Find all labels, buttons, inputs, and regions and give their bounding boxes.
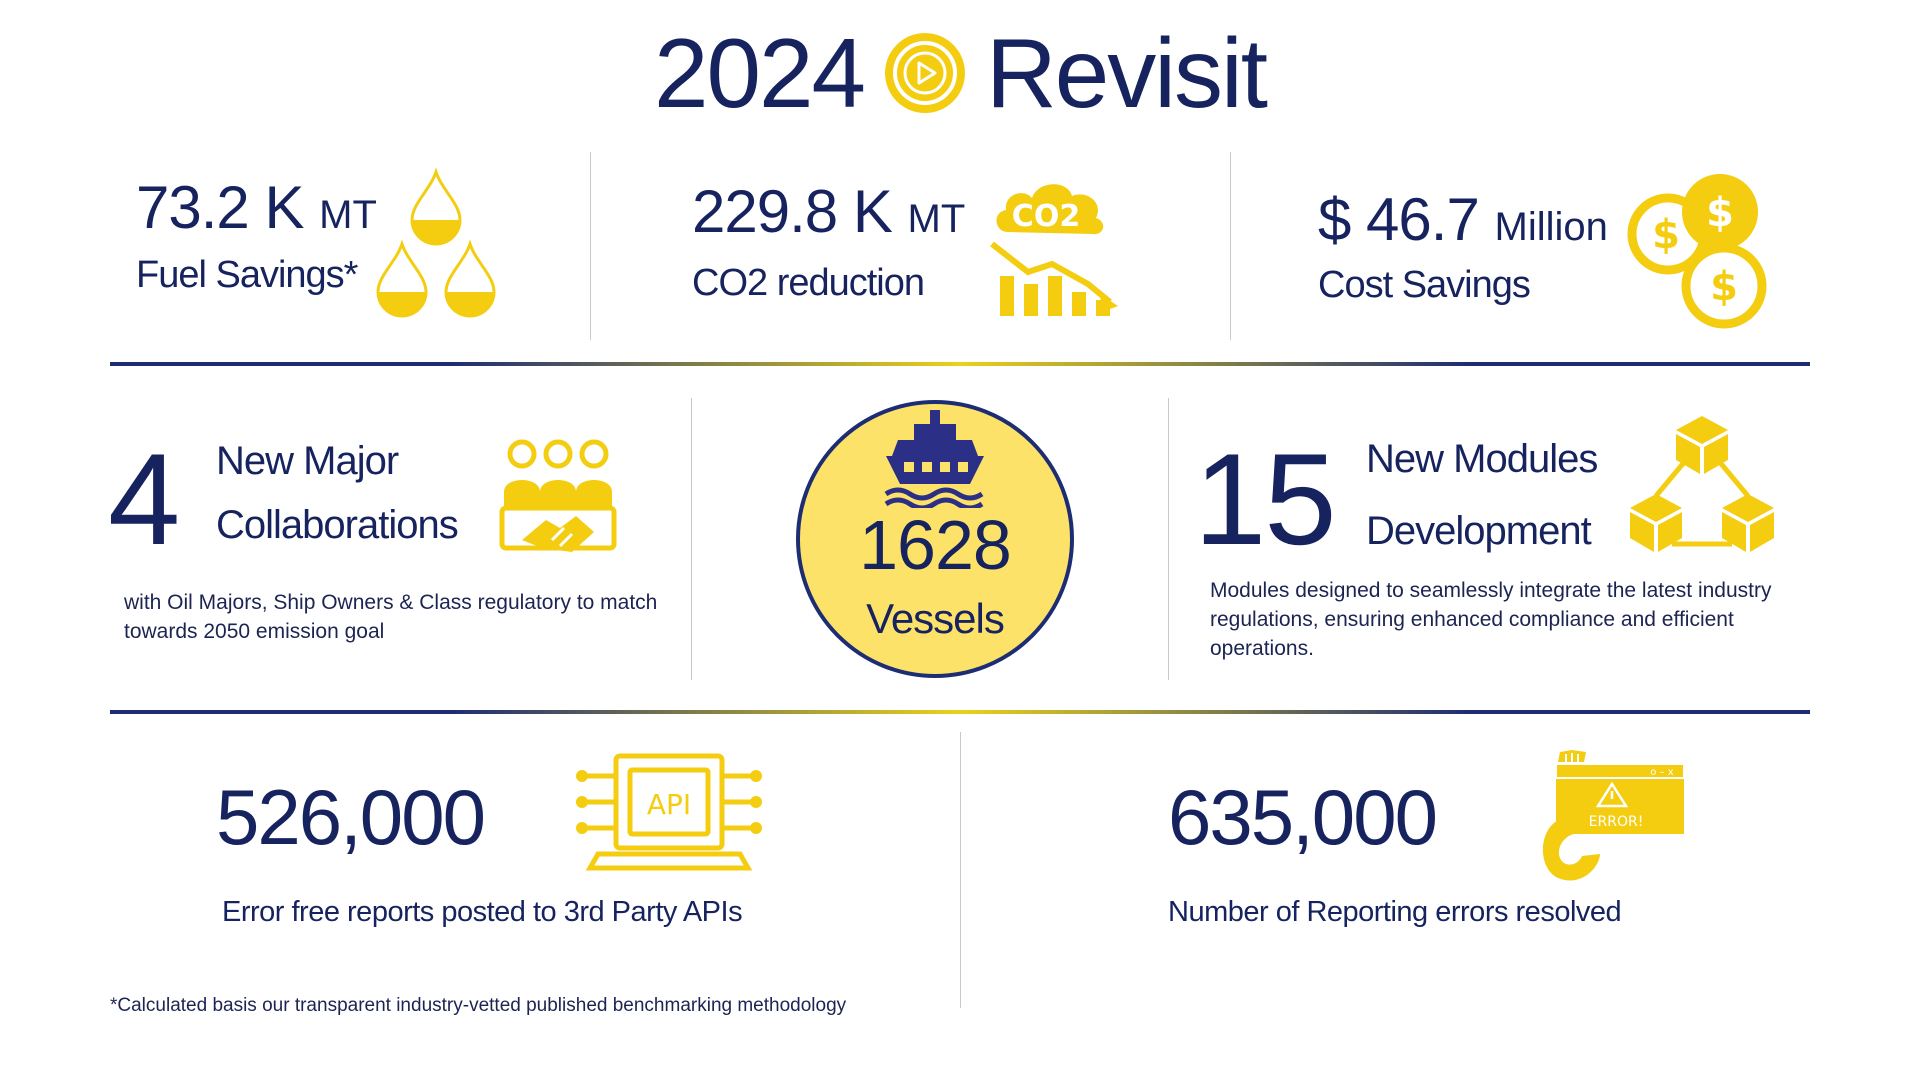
co2-value: 229.8 K MT: [692, 182, 965, 242]
api-chip-icon: API: [576, 753, 762, 871]
coins-icon: $ $ $: [1627, 174, 1767, 329]
collab-title-line1: New Major: [216, 439, 399, 483]
svg-text:o – x: o – x: [1650, 767, 1673, 778]
cost-value: $ 46.7 Million: [1318, 190, 1608, 250]
co2-icon-text: CO2: [1012, 199, 1080, 234]
cost-label: Cost Savings: [1318, 264, 1531, 306]
modules-description-line3: operations.: [1210, 637, 1314, 660]
api-reports-label: Error free reports posted to 3rd Party A…: [222, 896, 743, 928]
ship-icon: [884, 410, 984, 508]
collab-description-line2: towards 2050 emission goal: [124, 620, 385, 643]
fuel-unit: MT: [319, 193, 377, 237]
co2-label: CO2 reduction: [692, 262, 925, 304]
divider-vertical: [960, 732, 961, 1008]
divider-horizontal: [110, 710, 1810, 714]
title-word: Revisit: [985, 17, 1268, 128]
modules-title-line2: Development: [1366, 509, 1592, 553]
divider-vertical: [590, 152, 591, 340]
team-handshake-icon: [499, 439, 617, 552]
title-year: 2024: [653, 17, 866, 128]
modules-number: 15: [1194, 426, 1337, 572]
modules-title-line1: New Modules: [1366, 437, 1598, 481]
divider-horizontal: [110, 362, 1810, 366]
divider-vertical: [691, 398, 692, 680]
co2-chart-icon: CO2: [990, 184, 1118, 316]
co2-number: 229.8 K: [692, 178, 893, 245]
collab-title-line2: Collaborations: [216, 503, 459, 547]
error-window-icon: o – x ERROR!: [1542, 750, 1685, 881]
errors-resolved-label: Number of Reporting errors resolved: [1168, 896, 1622, 928]
modules-description-line1: Modules designed to seamlessly integrate…: [1210, 579, 1772, 602]
api-icon-text: API: [647, 788, 691, 821]
api-reports-number: 526,000: [216, 773, 486, 861]
footnote: *Calculated basis our transparent indust…: [110, 995, 847, 1016]
errors-resolved-number: 635,000: [1168, 773, 1438, 861]
svg-text:$: $: [1652, 212, 1680, 258]
divider-vertical: [1168, 398, 1169, 680]
page-title: 2024 Revisit: [0, 18, 1920, 128]
vessels-label: Vessels: [866, 595, 1005, 642]
error-icon-text: ERROR!: [1589, 814, 1644, 830]
oil-drops-icon: [376, 168, 496, 318]
collab-description-line1: with Oil Majors, Ship Owners & Class reg…: [124, 591, 658, 614]
cubes-icon: [1630, 416, 1774, 552]
play-logo-icon: [884, 33, 965, 113]
svg-text:$: $: [1710, 264, 1738, 310]
modules-description-line2: regulations, ensuring enhanced complianc…: [1210, 608, 1734, 631]
modules-description: Modules designed to seamlessly integrate…: [1210, 576, 1810, 663]
fuel-label: Fuel Savings*: [136, 254, 358, 296]
cost-number: $ 46.7: [1318, 186, 1480, 253]
cost-unit: Million: [1494, 205, 1608, 249]
collab-description: with Oil Majors, Ship Owners & Class reg…: [124, 588, 684, 646]
divider-vertical: [1230, 152, 1231, 340]
svg-text:$: $: [1706, 190, 1734, 236]
vessels-number: 1628: [859, 506, 1012, 584]
co2-unit: MT: [907, 197, 966, 241]
fuel-value: 73.2 K MT: [136, 178, 377, 238]
collab-number: 4: [108, 426, 180, 572]
fuel-number: 73.2 K: [136, 174, 304, 241]
